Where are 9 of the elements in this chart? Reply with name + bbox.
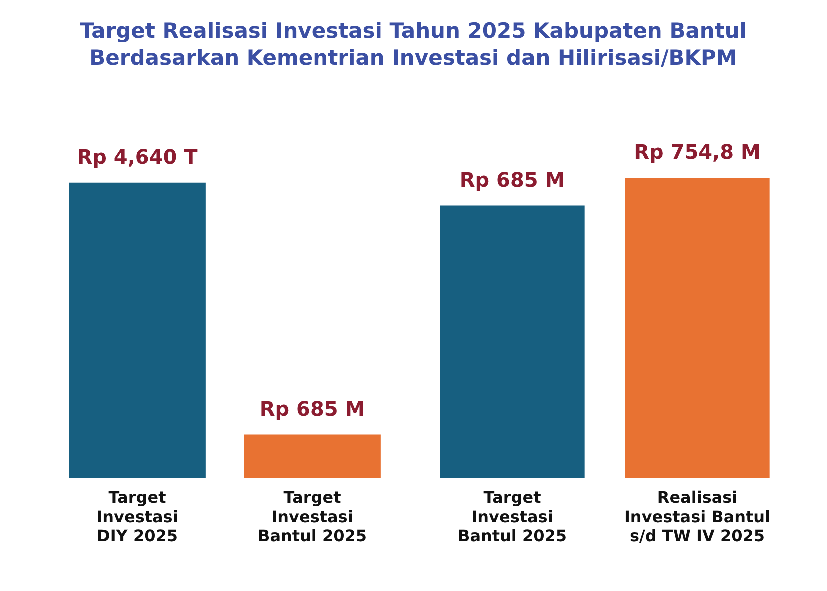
data-label: Rp 685 M — [260, 396, 366, 421]
data-label: Rp 4,640 T — [77, 145, 198, 170]
data-label: Rp 754,8 M — [634, 140, 761, 164]
x-tick-label: Target Investasi Bantul 2025 — [258, 488, 368, 546]
chart-title: Target Realisasi Investasi Tahun 2025 Kabupaten Bantul Berdasarkan Kementrian Investasi dan Hilirisasi/BKPM — [78, 18, 748, 72]
x-tick-label: Target Investasi DIY 2025 — [96, 488, 178, 546]
data-label: Rp 685 M — [460, 168, 566, 192]
x-tick-label: Target Investasi Bantul 2025 — [458, 488, 568, 546]
x-tick-label: Realisasi Investasi Bantul s/d TW IV 2025 — [624, 488, 771, 546]
